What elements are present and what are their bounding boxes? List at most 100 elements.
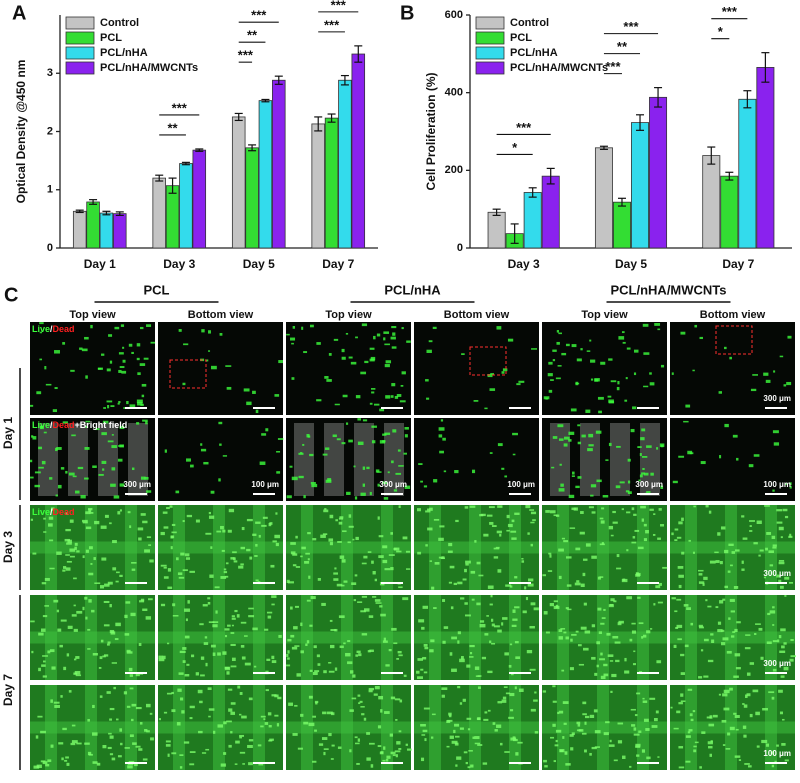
- cell: [461, 353, 465, 356]
- cell: [361, 323, 368, 327]
- cell: [510, 530, 517, 533]
- cell: [779, 711, 783, 715]
- cell: [496, 530, 502, 534]
- cell: [594, 672, 598, 676]
- cell: [124, 614, 128, 619]
- cell: [659, 443, 665, 447]
- cell: [571, 633, 577, 636]
- cell: [569, 734, 574, 737]
- cell: [40, 628, 46, 632]
- cell: [789, 485, 792, 489]
- cell: [178, 329, 182, 332]
- cell: [239, 734, 245, 737]
- cell: [385, 664, 390, 667]
- cell: [614, 641, 621, 644]
- cell: [555, 739, 558, 743]
- cell: [100, 525, 107, 529]
- cell: [129, 687, 134, 690]
- cell: [439, 525, 445, 528]
- cell: [768, 691, 775, 694]
- micrograph-bg: [158, 322, 283, 415]
- cell: [635, 745, 641, 748]
- cell: [718, 693, 721, 696]
- cell: [742, 725, 747, 729]
- cell: [179, 754, 184, 756]
- error-bar: [261, 98, 270, 103]
- cell: [87, 648, 91, 650]
- cell: [41, 664, 46, 667]
- cell: [611, 673, 617, 678]
- cell: [106, 691, 111, 694]
- cell: [163, 711, 168, 714]
- cell: [127, 763, 134, 765]
- cell: [70, 742, 76, 746]
- cell: [394, 750, 401, 753]
- cell: [556, 330, 560, 333]
- cell: [729, 687, 733, 691]
- cell: [177, 572, 183, 576]
- cell: [601, 617, 606, 619]
- legend-label: PCL: [100, 32, 122, 44]
- cell: [598, 410, 602, 414]
- cell: [676, 536, 682, 539]
- cell: [92, 465, 97, 468]
- cell: [717, 621, 722, 625]
- cell: [591, 511, 596, 514]
- cell: [567, 608, 572, 611]
- cell: [114, 326, 120, 330]
- cell: [312, 760, 317, 763]
- legend-label: PCL/nHA: [100, 47, 148, 59]
- cell: [754, 633, 757, 635]
- cell: [136, 357, 140, 361]
- cell: [729, 356, 732, 360]
- cell: [707, 605, 712, 608]
- y-tick-label: 400: [445, 87, 463, 99]
- cell: [514, 576, 518, 579]
- cell: [638, 730, 642, 733]
- cell: [290, 337, 296, 341]
- cell: [191, 654, 195, 658]
- cell: [140, 598, 145, 602]
- cell: [489, 603, 493, 606]
- cell: [656, 660, 662, 664]
- error-bar: [89, 199, 98, 205]
- cell: [395, 472, 402, 475]
- cell: [689, 452, 694, 455]
- cell: [144, 728, 148, 732]
- cell: [612, 521, 618, 524]
- cell: [42, 761, 48, 765]
- cell: [571, 344, 577, 348]
- cell: [292, 564, 297, 567]
- cell: [84, 447, 90, 450]
- cell: [512, 432, 518, 436]
- cell: [136, 422, 140, 425]
- cell: [610, 380, 617, 383]
- cell: [721, 719, 727, 723]
- cell: [184, 674, 190, 677]
- cell: [603, 608, 606, 611]
- cell: [44, 605, 50, 607]
- cell: [39, 331, 43, 334]
- bar: [99, 212, 114, 249]
- cell: [71, 740, 78, 744]
- cell: [454, 742, 459, 746]
- cell: [324, 376, 329, 379]
- cell: [514, 512, 520, 515]
- bar: [487, 211, 506, 249]
- bar: [113, 213, 127, 249]
- cell: [491, 525, 497, 528]
- cell: [324, 508, 327, 511]
- cell: [309, 624, 313, 627]
- cell: [393, 547, 397, 551]
- cell: [778, 689, 783, 693]
- cell: [347, 661, 353, 665]
- cell: [200, 448, 207, 452]
- cell: [56, 609, 60, 613]
- cell: [303, 495, 306, 499]
- cell: [565, 636, 569, 640]
- cell: [398, 730, 402, 733]
- cell: [566, 584, 572, 587]
- cell: [38, 632, 44, 636]
- cell: [627, 491, 632, 495]
- micrograph: [30, 505, 155, 590]
